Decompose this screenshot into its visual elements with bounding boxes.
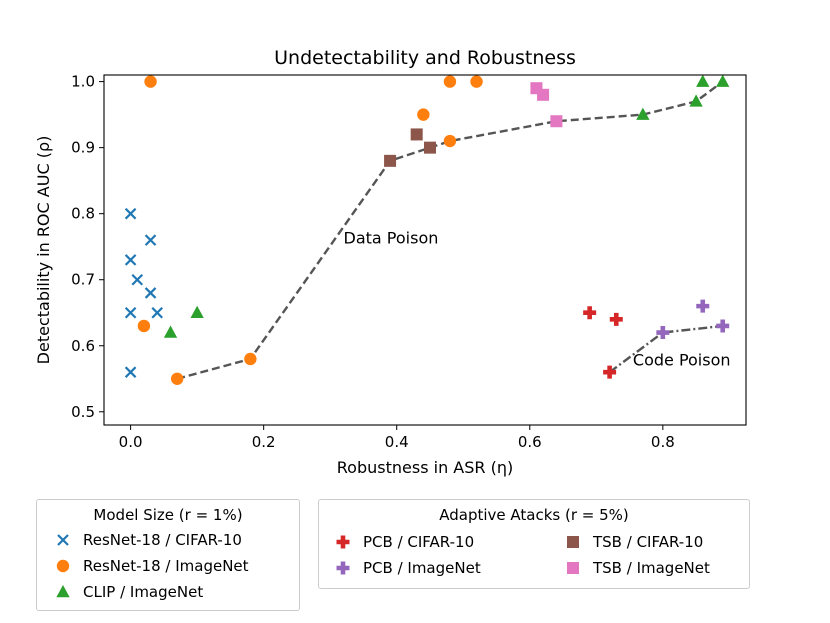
point-clip-imagenet [190,305,204,318]
point-tsb-cifar-10 [384,154,397,167]
legend-item-label: TSB / ImageNet [593,559,710,577]
point-tsb-cifar-10 [410,128,423,141]
point-resnet-18-cifar-10 [144,287,157,299]
legend-item-label: ResNet-18 / ImageNet [83,557,249,575]
point-clip-imagenet [163,325,178,338]
annotation-code-poison: Code Poison [633,351,731,370]
point-resnet-18-imagenet [137,319,151,333]
plot-frame [103,74,747,426]
legend-item-label: CLIP / ImageNet [83,583,204,601]
point-tsb-imagenet [537,88,550,101]
legend-marker [56,585,70,598]
x-tick-label: 0.2 [252,433,276,451]
legend-item-label: ResNet-18 / CIFAR-10 [83,531,242,549]
point-clip-imagenet [696,74,710,87]
point-resnet-18-cifar-10 [144,234,157,246]
point-resnet-18-imagenet [470,75,483,88]
annotation-data-poison: Data Poison [344,228,439,247]
point-pcb-cifar-10 [609,312,623,326]
point-pcb-imagenet [656,326,670,340]
point-resnet-18-cifar-10 [124,207,137,220]
legend-item-label: TSB / CIFAR-10 [593,533,704,551]
legend-item-label: PCB / ImageNet [363,559,481,577]
point-resnet-18-imagenet [144,75,157,88]
point-tsb-cifar-10 [423,141,436,154]
point-tsb-imagenet [550,115,563,128]
legend-item-label: PCB / CIFAR-10 [363,533,475,551]
point-pcb-imagenet [716,319,730,333]
y-tick-label: 0.8 [71,205,95,223]
point-pcb-cifar-10 [583,306,597,320]
legend-marker [57,534,69,546]
code-poison-frontier-line [608,324,723,374]
point-clip-imagenet [689,94,703,107]
legend-item-resnet18-imagenet: ResNet-18 / ImageNet [55,556,249,576]
point-pcb-cifar-10 [603,365,617,379]
point-clip-imagenet [716,74,730,87]
legend-item-resnet18-cifar10: ResNet-18 / CIFAR-10 [55,530,242,550]
legend-marker [336,561,350,575]
y-tick-label: 0.5 [71,403,95,421]
x-tick-label: 0.8 [651,433,675,451]
legend-adaptive-title: Adaptive Atacks (r = 5%) [439,506,629,524]
legend-model-size: Model Size (r = 1%) ResNet-18 / CIFAR-10… [36,499,300,611]
point-clip-imagenet [636,107,650,120]
y-tick-label: 1.0 [71,73,95,91]
legend-item-clip-imagenet: CLIP / ImageNet [55,582,203,602]
point-resnet-18-imagenet [244,352,257,366]
y-tick-label: 0.9 [71,139,95,157]
legend-item-pcb-imagenet: PCB / ImageNet [335,558,481,578]
legend-item-tsb-cifar10: TSB / CIFAR-10 [565,532,703,552]
legend-marker [56,559,70,573]
point-resnet-18-imagenet [443,134,457,148]
point-resnet-18-imagenet [417,108,430,121]
legend-model-size-title: Model Size (r = 1%) [93,506,243,524]
point-resnet-18-cifar-10 [124,306,137,319]
legend-item-tsb-imagenet: TSB / ImageNet [565,558,710,578]
x-tick-label: 0.4 [385,433,409,451]
x-axis-label: Robustness in ASR (η) [337,458,513,477]
data-poison-frontier-line [176,80,724,380]
legend-marker [336,535,350,549]
y-tick-label: 0.7 [71,271,95,289]
point-resnet-18-cifar-10 [131,273,144,286]
point-resnet-18-cifar-10 [151,306,164,319]
point-resnet-18-imagenet [443,75,457,88]
legend-marker [567,536,579,548]
point-resnet-18-cifar-10 [124,366,137,378]
y-axis-label: Detectability in ROC AUC (ρ) [34,136,53,365]
point-resnet-18-imagenet [170,372,184,385]
legend-item-pcb-cifar10: PCB / CIFAR-10 [335,532,474,552]
y-tick-label: 0.6 [71,337,95,355]
x-tick-label: 0.0 [119,433,143,451]
point-pcb-imagenet [696,299,710,313]
point-resnet-18-cifar-10 [124,254,137,266]
legend-adaptive-attacks: Adaptive Atacks (r = 5%) PCB / CIFAR-10 … [318,499,750,589]
x-tick-label: 0.6 [518,433,542,451]
legend-marker [567,562,579,574]
chart-title: Undetectability and Robustness [274,47,576,69]
